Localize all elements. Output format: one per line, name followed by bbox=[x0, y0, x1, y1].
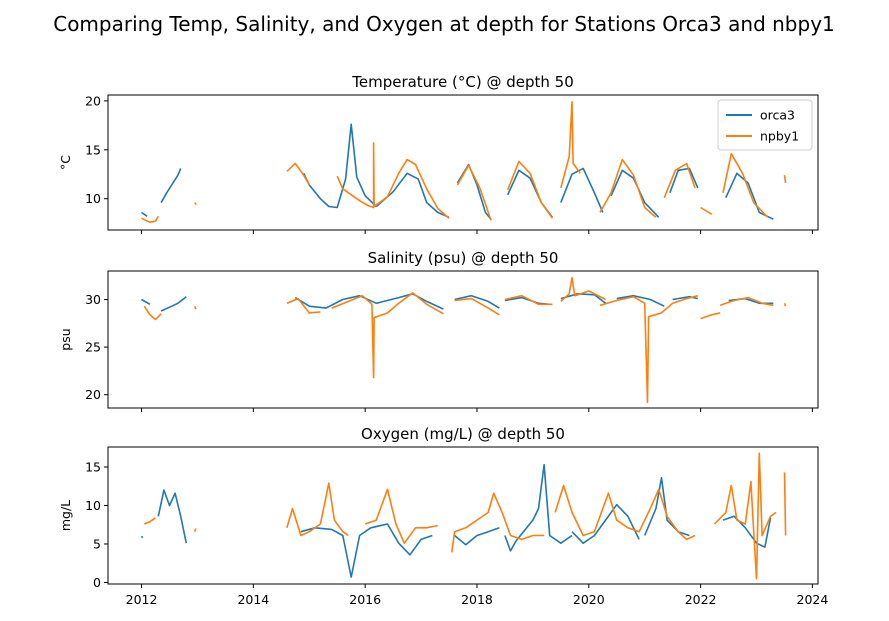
series-line-orca3 bbox=[141, 298, 151, 305]
series-line-npby1 bbox=[194, 202, 197, 206]
x-tick-label: 2020 bbox=[573, 592, 605, 607]
series-line-orca3 bbox=[672, 295, 698, 301]
series-line-orca3 bbox=[160, 296, 187, 312]
series-line-npby1 bbox=[331, 292, 444, 379]
series-line-npby1 bbox=[141, 215, 159, 223]
series-line-npby1 bbox=[783, 175, 787, 184]
axes-frame bbox=[107, 446, 819, 585]
series-line-npby1 bbox=[700, 312, 721, 320]
series-line-orca3 bbox=[302, 123, 377, 209]
series-line-npby1 bbox=[504, 294, 553, 306]
series-line-orca3 bbox=[560, 167, 604, 213]
y-tick-label: 15 bbox=[85, 142, 101, 157]
series-line-npby1 bbox=[454, 297, 500, 316]
series-line-npby1 bbox=[599, 158, 657, 218]
series-line-orca3 bbox=[504, 463, 573, 552]
y-tick-label: 5 bbox=[93, 536, 101, 551]
y-tick-label: 10 bbox=[85, 191, 101, 206]
panel-title: Temperature (°C) @ depth 50 bbox=[351, 73, 574, 91]
subplot-2: Salinity (psu) @ depth 50 psu 20 25 30 bbox=[58, 249, 819, 412]
series-line-orca3 bbox=[616, 294, 665, 307]
series-line-npby1 bbox=[560, 276, 606, 302]
series-line-npby1 bbox=[336, 142, 450, 219]
series-line-npby1 bbox=[722, 152, 769, 218]
series-line-npby1 bbox=[143, 517, 156, 525]
series-line-orca3 bbox=[140, 535, 144, 539]
legend: orca3 npby1 bbox=[717, 99, 813, 151]
series-orca3 bbox=[141, 123, 774, 220]
series-line-npby1 bbox=[554, 484, 696, 541]
series-npby1 bbox=[143, 276, 787, 404]
series-line-npby1 bbox=[719, 296, 774, 307]
series-line-npby1 bbox=[506, 160, 554, 219]
legend-label-npby1: npby1 bbox=[760, 129, 799, 144]
panel-title: Salinity (psu) @ depth 50 bbox=[368, 249, 559, 267]
series-line-orca3 bbox=[725, 172, 774, 220]
series-line-npby1 bbox=[286, 162, 310, 186]
subplot-1: Temperature (°C) @ depth 50 °C 10 15 20 orca3… bbox=[58, 73, 819, 234]
series-npby1 bbox=[141, 101, 787, 223]
series-line-orca3 bbox=[610, 169, 660, 218]
y-tick-label: 10 bbox=[85, 498, 101, 513]
series-line-npby1 bbox=[700, 206, 713, 215]
series-line-orca3 bbox=[669, 167, 699, 194]
series-line-npby1 bbox=[560, 101, 582, 189]
x-tick-label: 2014 bbox=[237, 592, 269, 607]
series-line-orca3 bbox=[141, 211, 148, 217]
series-line-npby1 bbox=[783, 472, 787, 536]
series-line-npby1 bbox=[286, 297, 321, 314]
subplots: Temperature (°C) @ depth 50 °C 10 15 20 orca3… bbox=[58, 73, 828, 607]
y-tick-label: 25 bbox=[85, 340, 101, 355]
y-tick-label: 30 bbox=[85, 292, 101, 307]
x-tick-label: 2016 bbox=[349, 592, 381, 607]
series-line-npby1 bbox=[599, 294, 699, 404]
series-line-orca3 bbox=[300, 523, 433, 578]
legend-box bbox=[717, 99, 813, 151]
y-tick-label: 20 bbox=[85, 93, 101, 108]
x-tick-label: 2024 bbox=[797, 592, 829, 607]
series-line-orca3 bbox=[375, 172, 450, 219]
y-tick-label: 15 bbox=[85, 460, 101, 475]
series-line-orca3 bbox=[506, 169, 554, 218]
axes-frame bbox=[107, 94, 819, 231]
series-line-npby1 bbox=[286, 482, 349, 537]
figure-title: Comparing Temp, Salinity, and Oxygen at … bbox=[53, 12, 835, 36]
y-axis-label: mg/L bbox=[58, 500, 73, 531]
series-line-orca3 bbox=[454, 527, 500, 546]
legend-label-orca3: orca3 bbox=[760, 108, 795, 123]
series-orca3 bbox=[140, 463, 772, 578]
y-tick-label: 0 bbox=[93, 575, 101, 590]
series-line-npby1 bbox=[364, 488, 438, 544]
series-orca3 bbox=[141, 293, 774, 312]
axes-frame bbox=[107, 270, 819, 409]
x-tick-label: 2022 bbox=[685, 592, 717, 607]
series-line-orca3 bbox=[722, 515, 772, 548]
series-line-orca3 bbox=[157, 489, 188, 544]
y-tick-label: 20 bbox=[85, 387, 101, 402]
series-line-npby1 bbox=[193, 305, 197, 310]
x-tick-label: 2018 bbox=[461, 592, 493, 607]
series-line-orca3 bbox=[160, 168, 182, 203]
series-line-npby1 bbox=[143, 305, 162, 321]
x-tick-label: 2012 bbox=[126, 592, 158, 607]
y-axis-label: psu bbox=[58, 328, 73, 350]
series-npby1 bbox=[143, 452, 787, 580]
series-line-npby1 bbox=[193, 528, 197, 532]
series-line-npby1 bbox=[451, 492, 545, 553]
series-line-orca3 bbox=[456, 163, 492, 220]
series-line-orca3 bbox=[560, 293, 607, 304]
panel-title: Oxygen (mg/L) @ depth 50 bbox=[361, 425, 565, 443]
y-axis-label: °C bbox=[58, 155, 73, 170]
series-line-orca3 bbox=[454, 294, 500, 309]
series-line-npby1 bbox=[456, 164, 492, 221]
series-line-npby1 bbox=[714, 452, 777, 580]
series-line-npby1 bbox=[783, 303, 787, 307]
subplot-3: Oxygen (mg/L) @ depth 50 mg/L 0 5 10 15 2012 20… bbox=[58, 425, 828, 607]
series-line-orca3 bbox=[571, 503, 640, 544]
series-line-npby1 bbox=[663, 162, 696, 199]
